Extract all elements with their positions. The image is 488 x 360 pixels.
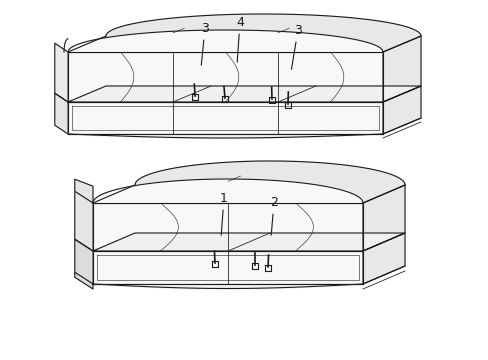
Polygon shape xyxy=(68,14,420,52)
Polygon shape xyxy=(55,43,68,102)
Text: 1: 1 xyxy=(220,192,227,235)
Text: 4: 4 xyxy=(236,15,244,62)
Polygon shape xyxy=(93,203,362,251)
Polygon shape xyxy=(362,185,404,251)
Polygon shape xyxy=(75,191,93,251)
Polygon shape xyxy=(68,86,420,102)
Polygon shape xyxy=(93,161,404,203)
Polygon shape xyxy=(68,102,382,134)
Polygon shape xyxy=(75,239,93,284)
Polygon shape xyxy=(382,36,420,102)
Polygon shape xyxy=(93,233,404,251)
Polygon shape xyxy=(68,52,382,102)
Polygon shape xyxy=(362,233,404,284)
Text: 2: 2 xyxy=(269,195,277,235)
Polygon shape xyxy=(382,86,420,134)
Polygon shape xyxy=(55,93,68,134)
Polygon shape xyxy=(75,272,93,289)
Polygon shape xyxy=(75,179,93,203)
Polygon shape xyxy=(93,251,362,284)
Text: 3: 3 xyxy=(201,22,208,65)
Text: 3: 3 xyxy=(291,23,301,69)
